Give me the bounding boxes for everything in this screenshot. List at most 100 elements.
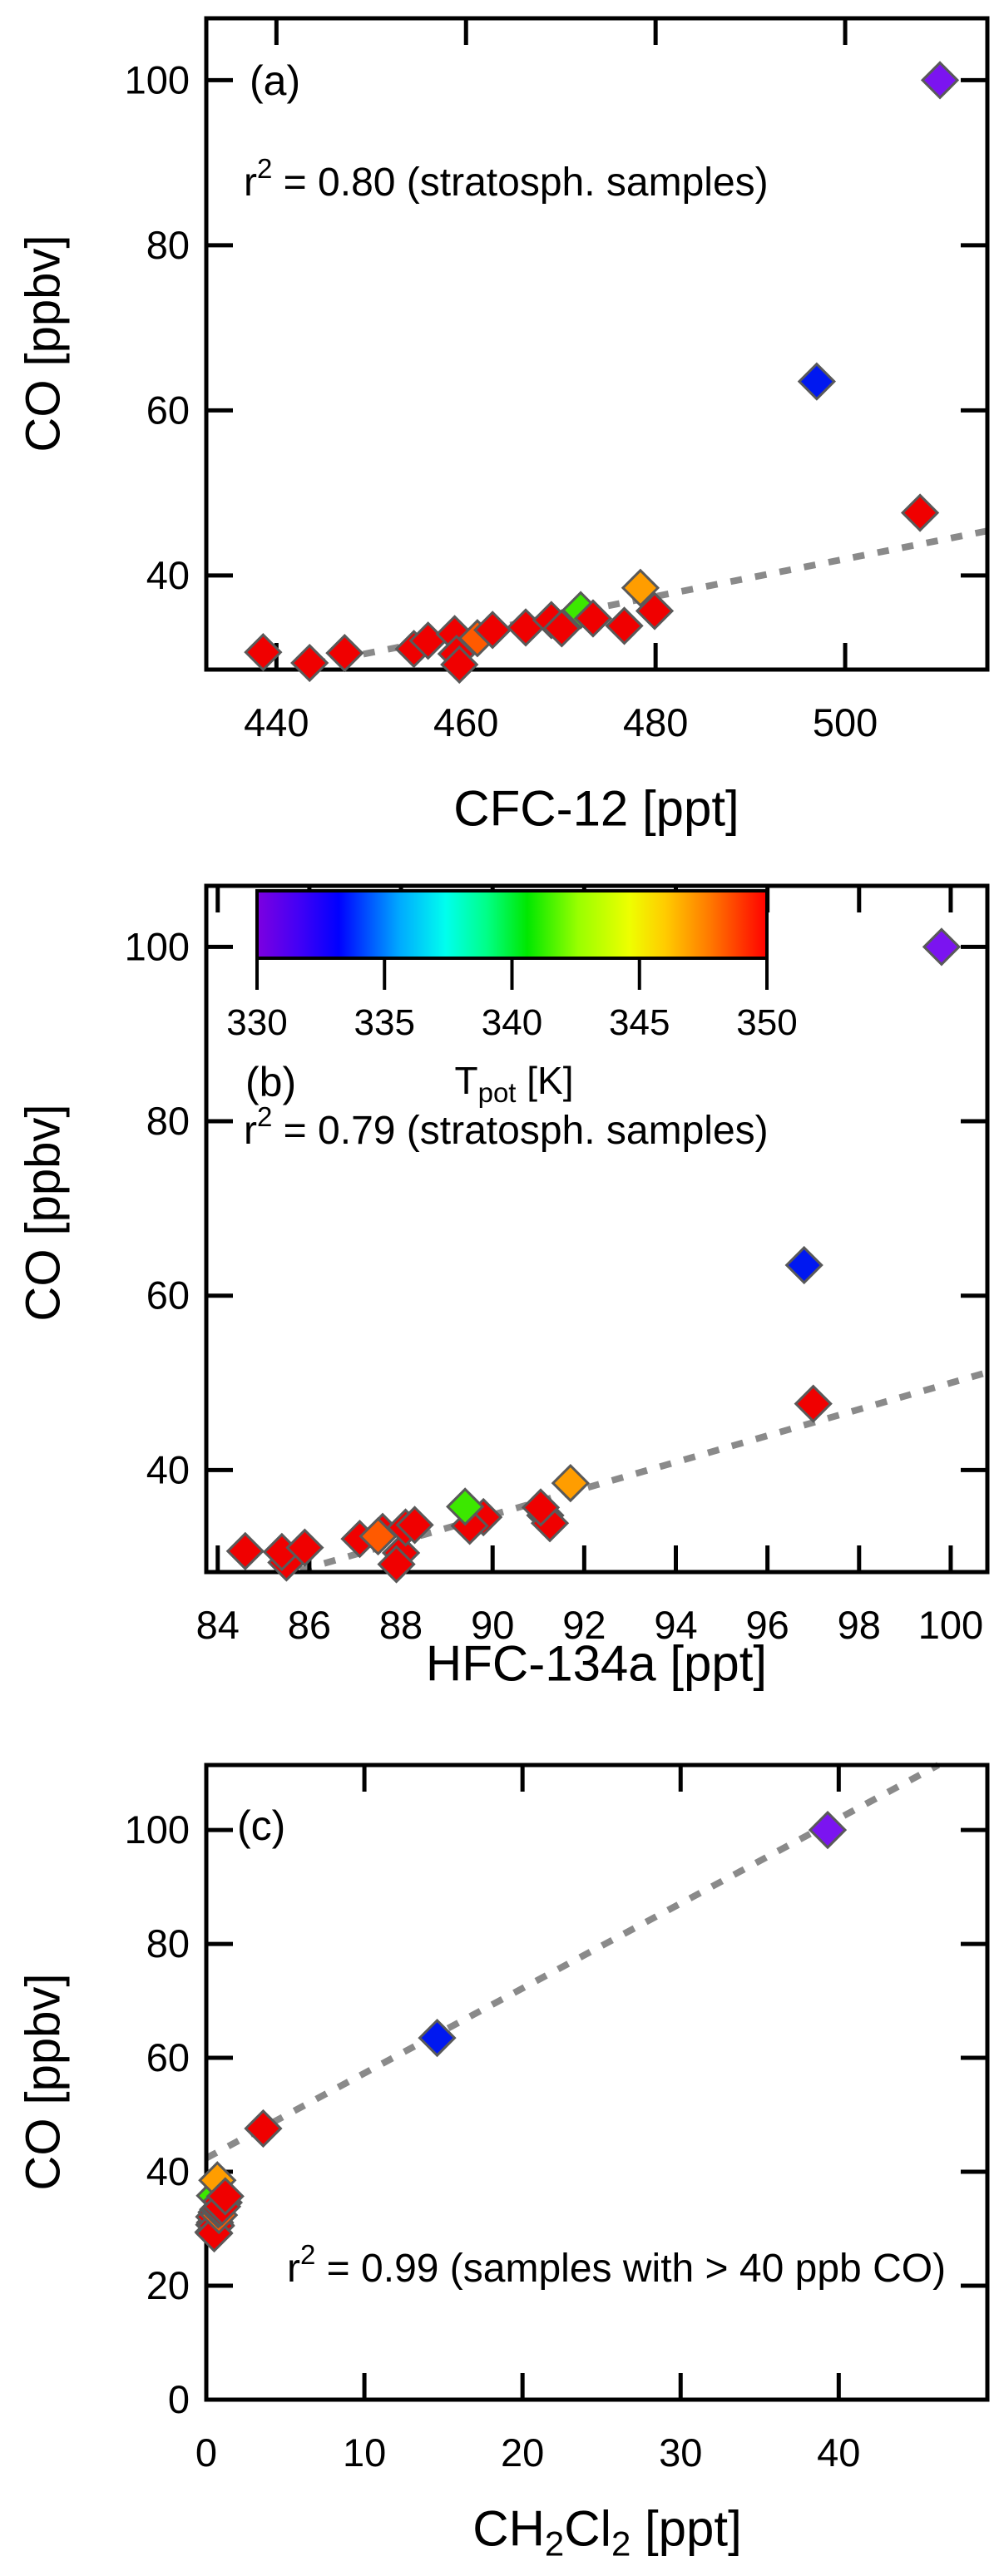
y-tick-label: 20 <box>146 2263 190 2307</box>
x-tick-label: 500 <box>813 700 878 744</box>
scatter-panel-b: 84 86 88 90 92 94 96 98 100 40 60 80 100 330 335 340 345… <box>125 883 990 1647</box>
data-point-diamond <box>605 606 644 645</box>
data-point-diamond <box>418 2018 457 2058</box>
data-point-diamond <box>290 643 329 683</box>
annotation-r2-c: r2 = 0.99 (samples with > 40 ppb CO) <box>287 2239 947 2292</box>
colorbar-caption-unit: [K] <box>516 1059 574 1102</box>
data-point-diamond <box>621 568 660 607</box>
data-point-diamond <box>225 1531 265 1570</box>
annotation-b-base: r <box>244 1109 257 1153</box>
x-title-c-ch: CH <box>472 2500 545 2557</box>
x-tick-label: 40 <box>817 2430 860 2475</box>
trend-line-b <box>299 1369 989 1574</box>
x-tick-label: 90 <box>471 1603 514 1647</box>
y-tick-label: 80 <box>146 1921 190 1965</box>
data-point-diamond <box>285 1528 324 1567</box>
x-tick-label: 30 <box>659 2430 702 2475</box>
annotation-b-exponent: 2 <box>256 1101 273 1132</box>
panel-label-c: (c) <box>237 1802 286 1849</box>
x-tick-label: 92 <box>562 1603 606 1647</box>
panel-label-a: (a) <box>250 57 301 104</box>
x-tick-label: 94 <box>654 1603 697 1647</box>
colorbar-caption-subscript: pot <box>477 1077 517 1108</box>
colorbar-tick-label: 335 <box>354 1002 415 1043</box>
data-point-diamond <box>446 1487 485 1526</box>
y-tick-label: 0 <box>168 2377 190 2421</box>
x-title-c-sub2: 2 <box>611 2524 631 2564</box>
y-axis-title-b: CO [ppbv] <box>16 1104 71 1322</box>
plot-frame-c <box>204 1763 990 2402</box>
data-point-diamond <box>922 927 962 967</box>
data-point-diamond <box>325 634 364 673</box>
annotation-a-rest: = 0.80 (stratosph. samples) <box>272 161 769 205</box>
x-title-c-sub1: 2 <box>544 2524 565 2564</box>
x-tick-label: 98 <box>838 1603 881 1647</box>
data-point-diamond <box>784 1245 823 1285</box>
data-point-diamond <box>573 599 613 638</box>
y-tick-label: 60 <box>146 388 190 432</box>
plot-frame-b <box>204 883 990 1575</box>
scatter-panel-c: 0 10 20 30 40 0 20 40 60 80 100 <box>125 1762 990 2475</box>
y-tick-label: 60 <box>146 1273 190 1318</box>
data-point-diamond <box>473 611 512 650</box>
annotation-b-rest: = 0.79 (stratosph. samples) <box>272 1109 769 1153</box>
colorbar-caption: Tpot [K] <box>454 1058 574 1108</box>
y-tick-label: 40 <box>146 1447 190 1491</box>
data-point-diamond <box>521 1488 561 1527</box>
annotation-a-exponent: 2 <box>256 153 273 184</box>
x-tick-label: 96 <box>746 1603 789 1647</box>
y-tick-label: 80 <box>146 1099 190 1143</box>
x-axis-title-c: CH2Cl2 [ppt] <box>472 2500 742 2564</box>
colorbar-gradient <box>257 891 767 958</box>
x-tick-label: 440 <box>244 700 309 744</box>
annotation-c-rest: = 0.99 (samples with > 40 ppb CO) <box>315 2247 947 2291</box>
x-tick-label: 84 <box>196 1603 240 1647</box>
annotation-c-exponent: 2 <box>299 2239 316 2270</box>
data-point-diamond <box>808 1810 848 1850</box>
data-point-diamond <box>920 61 960 100</box>
data-point-diamond <box>551 1463 590 1503</box>
x-tick-label: 86 <box>288 1603 331 1647</box>
colorbar-tick-label: 345 <box>609 1002 670 1043</box>
x-tick-label: 480 <box>623 700 688 744</box>
plot-frame-a <box>204 16 990 672</box>
x-tick-label: 20 <box>501 2430 544 2475</box>
data-point-diamond <box>794 1384 833 1423</box>
data-point-diamond <box>244 633 283 672</box>
x-tick-label: 10 <box>343 2430 386 2475</box>
annotation-a-base: r <box>244 161 257 205</box>
x-axis-title-a: CFC-12 [ppt] <box>453 780 739 837</box>
data-point-diamond <box>900 493 940 532</box>
x-tick-label: 100 <box>918 1603 983 1647</box>
data-point-diamond <box>542 609 581 648</box>
y-tick-label: 100 <box>125 924 190 968</box>
y-tick-label: 100 <box>125 1807 190 1852</box>
y-tick-label: 60 <box>146 2035 190 2079</box>
data-point-diamond <box>377 1545 416 1584</box>
x-tick-label: 0 <box>195 2430 217 2475</box>
y-tick-label: 40 <box>146 2149 190 2193</box>
x-title-c-cl: Cl <box>564 2500 611 2557</box>
y-tick-label: 100 <box>125 57 190 101</box>
y-axis-title-a: CO [ppbv] <box>16 235 71 452</box>
data-point-diamond <box>395 1506 434 1545</box>
colorbar-caption-symbol: T <box>454 1059 478 1102</box>
y-axis-title-c: CO [ppbv] <box>16 1973 71 2191</box>
annotation-c-base: r <box>287 2247 300 2291</box>
data-point-diamond <box>635 591 675 630</box>
data-point-diamond <box>244 2109 283 2148</box>
x-title-c-unit: [ppt] <box>631 2500 742 2557</box>
data-point-diamond <box>205 2177 245 2216</box>
y-tick-label: 80 <box>146 223 190 267</box>
data-point-diamond <box>797 362 837 401</box>
scatter-panel-a: 440 460 480 500 40 60 80 100 <box>125 16 990 744</box>
annotation-r2-b: r2 = 0.79 (stratosph. samples) <box>244 1101 769 1154</box>
data-point-diamond <box>440 645 479 685</box>
annotation-r2-a: r2 = 0.80 (stratosph. samples) <box>244 153 769 205</box>
colorbar-tick-label: 330 <box>226 1002 287 1043</box>
colorbar-tick-label: 340 <box>482 1002 542 1043</box>
panel-label-b: (b) <box>245 1059 297 1105</box>
x-tick-label: 460 <box>433 700 498 744</box>
colorbar-tick-label: 350 <box>736 1002 797 1043</box>
